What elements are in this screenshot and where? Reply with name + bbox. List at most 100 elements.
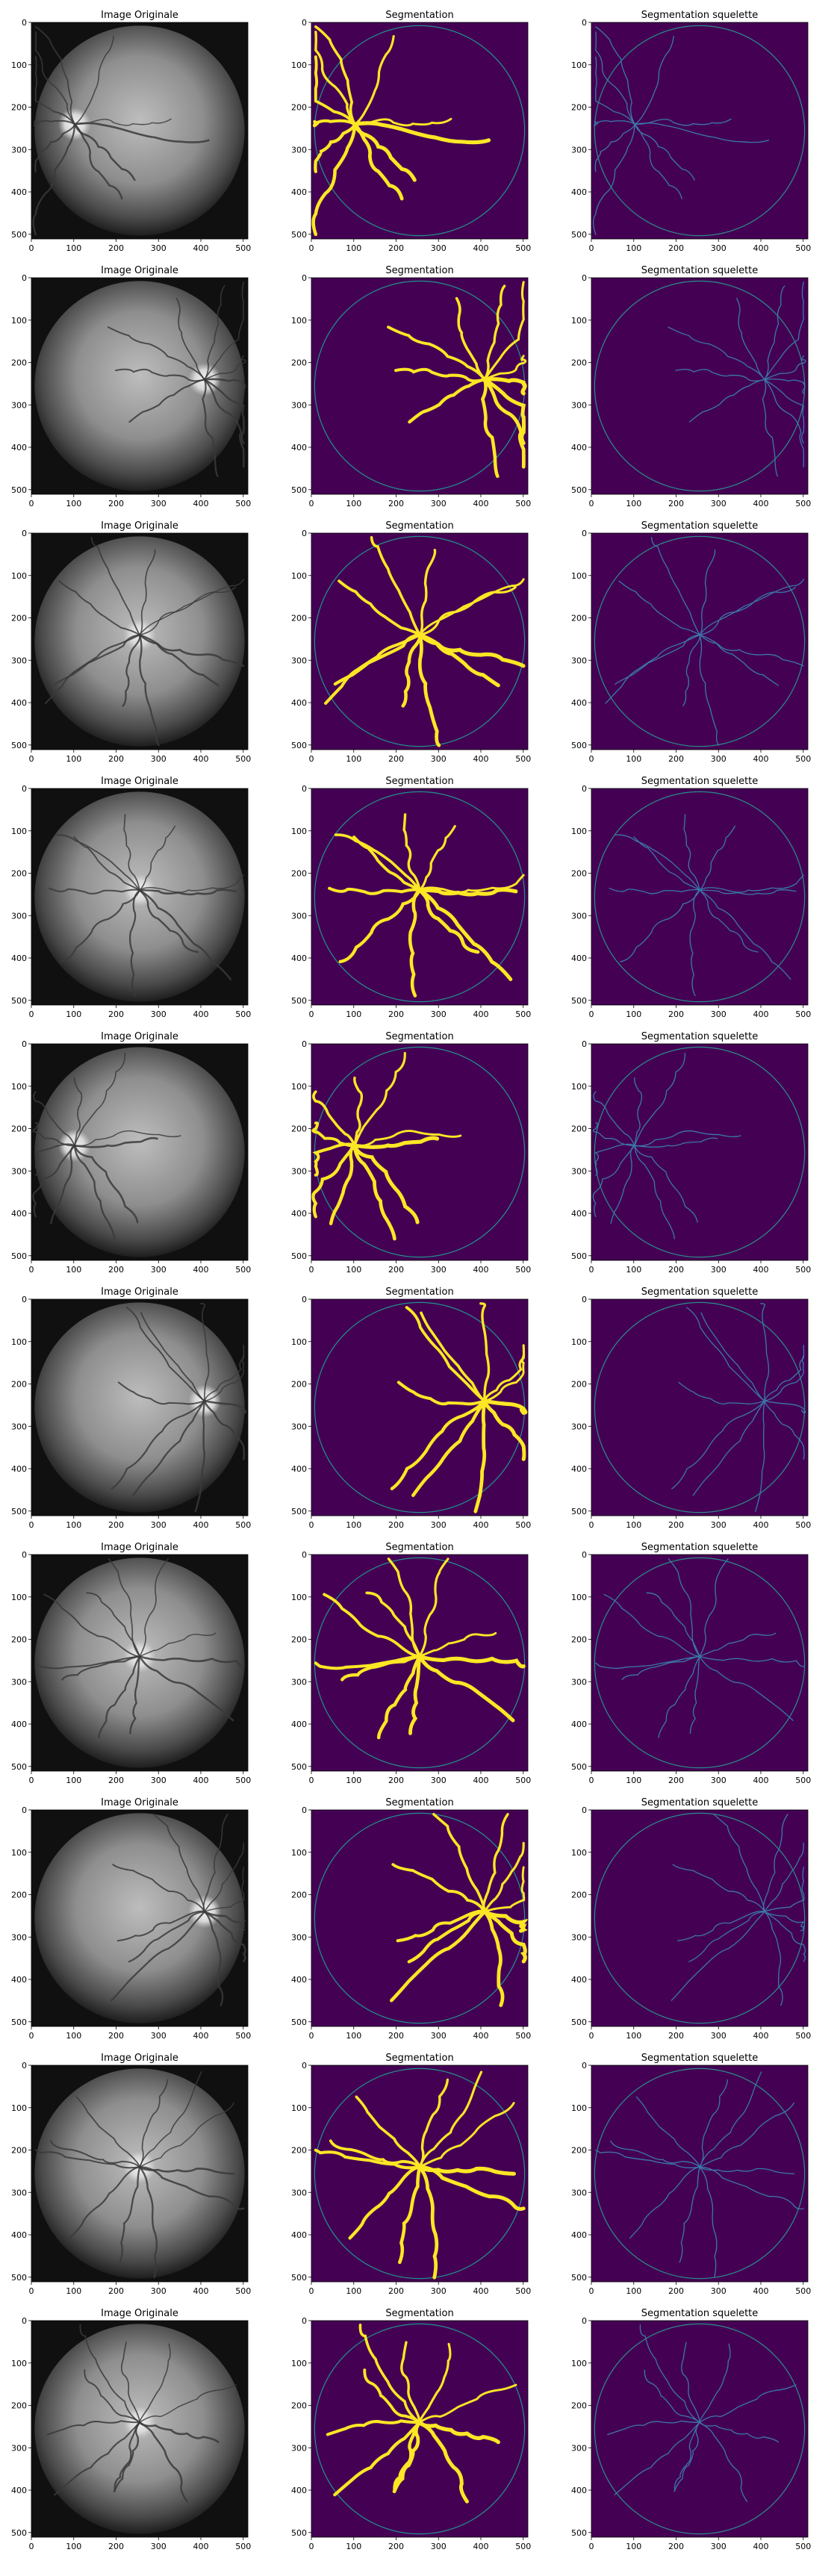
y-tick-label: 500 <box>571 2273 587 2283</box>
vessel <box>199 1302 210 1402</box>
axes-frame <box>31 1043 249 1261</box>
skeleton-vessel <box>762 379 779 477</box>
image-background <box>591 788 808 1005</box>
vessel <box>119 2166 141 2264</box>
vessel <box>34 2149 141 2169</box>
x-tick-label: 400 <box>473 2031 489 2041</box>
y-tick-label: 100 <box>291 827 307 836</box>
skeleton-vessel <box>699 2421 748 2502</box>
x-tick-label: 400 <box>193 1776 209 1785</box>
skeleton-vessel <box>593 1091 635 1146</box>
vessel <box>122 634 141 707</box>
segmented-vessel <box>418 578 525 636</box>
y-tick-label: 500 <box>291 741 307 750</box>
y-tick-label: 100 <box>571 1848 587 1858</box>
segmented-vessel <box>417 888 480 954</box>
x-tick-label: 200 <box>668 1265 684 1275</box>
y-tick-label: 300 <box>11 1677 27 1687</box>
vessel <box>128 1911 206 1963</box>
vessel <box>129 889 141 997</box>
y-tick-label: 400 <box>571 1975 587 1985</box>
y-tick-label: 100 <box>291 60 307 70</box>
segmented-vessel <box>408 889 422 998</box>
x-tick-label: 300 <box>151 499 167 508</box>
x-tick-label: 400 <box>753 754 769 764</box>
segmentation-image <box>311 278 528 494</box>
x-tick-label: 300 <box>431 499 447 508</box>
subplot-title: Image Originale <box>101 2308 178 2319</box>
x-tick-label: 300 <box>151 2542 167 2551</box>
y-tick-label: 500 <box>571 996 587 1006</box>
y-tick-label: 300 <box>571 1932 587 1942</box>
y-tick-label: 200 <box>571 1124 587 1134</box>
skeleton-vessel <box>764 281 804 380</box>
fov-circle <box>594 1301 806 1513</box>
skeleton-vessel <box>677 1911 765 1941</box>
x-tick-label: 300 <box>711 499 727 508</box>
x-tick-label: 300 <box>151 1009 167 1019</box>
segmented-vessel <box>391 1863 486 1914</box>
segmented-vessel <box>408 1654 422 1735</box>
y-tick-label: 200 <box>11 103 27 113</box>
skeleton-vessel <box>681 2342 700 2423</box>
segmentation-image <box>311 1044 528 1260</box>
segmented-vessel <box>352 836 421 892</box>
segmented-vessel <box>314 31 356 125</box>
skeleton-vessel <box>673 2421 700 2492</box>
skeleton-vessel <box>713 1814 765 1912</box>
vessel <box>34 1143 76 1176</box>
segmented-vessel <box>387 326 486 382</box>
segmented-vessel <box>353 1130 462 1148</box>
x-tick-label: 400 <box>193 243 209 253</box>
vessel <box>138 889 237 896</box>
x-tick-label: 100 <box>346 499 361 508</box>
subplot-title: Segmentation <box>385 265 453 276</box>
vessel <box>74 35 114 125</box>
segmented-vessel <box>479 1302 491 1402</box>
y-tick-label: 100 <box>11 1337 27 1347</box>
vessel <box>139 579 244 636</box>
vessel <box>139 825 176 892</box>
segmented-vessel <box>376 1655 422 1740</box>
x-tick-label: 100 <box>626 1009 641 1019</box>
segmented-vessel <box>417 632 500 688</box>
skeleton-vessel <box>594 1143 635 1176</box>
y-tick-label: 0 <box>22 2316 27 2326</box>
y-tick-label: 300 <box>11 400 27 410</box>
vessel <box>74 1052 126 1147</box>
skeleton-vessel <box>634 1137 718 1148</box>
vessel <box>203 378 246 395</box>
vessel <box>139 549 156 636</box>
segmentation-image <box>311 1810 528 2026</box>
y-tick-label: 400 <box>571 698 587 708</box>
segmented-vessel <box>417 1654 526 1669</box>
x-tick-label: 100 <box>626 1265 641 1275</box>
y-tick-label: 200 <box>11 1635 27 1645</box>
y-tick-label: 200 <box>291 2401 307 2411</box>
y-tick-label: 400 <box>571 2486 587 2495</box>
y-tick-label: 400 <box>11 1975 27 1985</box>
x-tick-label: 200 <box>668 1009 684 1019</box>
x-tick-label: 100 <box>66 499 81 508</box>
vessel <box>69 2166 141 2239</box>
skeleton-vessel <box>658 1655 700 1738</box>
x-tick-label: 300 <box>711 1265 727 1275</box>
vessel <box>73 1145 139 1224</box>
x-tick-label: 500 <box>515 499 531 508</box>
skeleton-image <box>591 533 808 750</box>
vessel <box>139 874 244 893</box>
subplot-title: Image Originale <box>101 1542 178 1553</box>
segmented-vessel <box>353 1051 406 1147</box>
y-tick-label: 400 <box>571 1464 587 1474</box>
vessel <box>132 1400 206 1496</box>
x-tick-label: 200 <box>108 1265 124 1275</box>
y-tick-label: 300 <box>291 911 307 921</box>
segmented-vessel <box>396 1381 487 1406</box>
skeleton-vessel <box>610 2140 700 2168</box>
x-tick-label: 300 <box>151 2286 167 2296</box>
x-tick-label: 500 <box>795 243 811 253</box>
